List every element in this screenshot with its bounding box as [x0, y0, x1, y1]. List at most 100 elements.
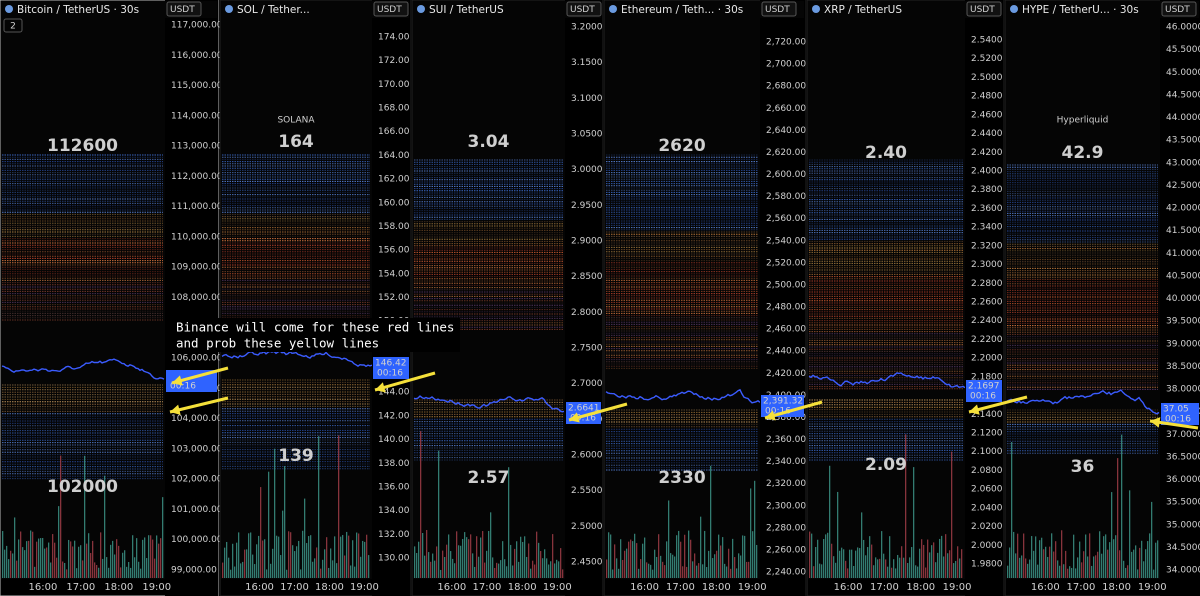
price-tick-label: 113,000.00 [171, 142, 223, 152]
price-tick-label: 2,720.00 [766, 38, 806, 48]
volume-bar [424, 555, 426, 578]
volume-bar [859, 548, 861, 578]
volume-bar [550, 561, 552, 578]
volume-bar [474, 566, 476, 578]
price-tick-label: 36.0000 [1166, 475, 1200, 485]
price-tick-label: 156.00 [378, 246, 410, 256]
chart-panel: 2.5400 2.5200 2.5000 2.4800 2.4600 2.4400 2.42… [806, 0, 1004, 596]
volume-bar [1017, 533, 1019, 578]
volume-bar [360, 556, 362, 578]
currency-label[interactable]: USDT [170, 5, 195, 15]
currency-label[interactable]: USDT [377, 5, 402, 15]
price-tick-label: 2.8500 [571, 272, 603, 282]
volume-bar [234, 566, 236, 578]
volume-bar [949, 550, 951, 578]
volume-bar [58, 506, 60, 578]
arrow-head [172, 375, 183, 386]
currency-label[interactable]: USDT [570, 5, 595, 15]
volume-bar [644, 537, 646, 578]
volume-bar [30, 530, 32, 578]
volume-bar [250, 532, 252, 578]
time-label: 17:00 [66, 582, 95, 593]
volume-bar [744, 535, 746, 578]
volume-bar [486, 550, 488, 578]
symbol-title: HYPE / TetherU... · 30s [1022, 4, 1139, 16]
volume-bar [16, 560, 18, 578]
header-bg [605, 1, 804, 18]
time-label: 18:00 [315, 582, 344, 593]
currency-label[interactable]: USDT [970, 5, 995, 15]
volume-bar [1039, 540, 1041, 578]
price-tick-label: 116,000.00 [171, 51, 223, 61]
price-tick-label: 2.5000 [571, 522, 603, 532]
volume-bar [10, 550, 12, 578]
volume-bar [416, 552, 418, 578]
volume-bar [847, 568, 849, 578]
price-tick-label: 2.4200 [971, 148, 1003, 158]
currency-label[interactable]: USDT [1165, 5, 1190, 15]
price-tick-label: 170.00 [378, 80, 410, 90]
level-label: 2330 [658, 468, 705, 488]
symbol-icon [1010, 5, 1018, 13]
price-tag-value: 2,391.32 [763, 397, 803, 407]
volume-bar [702, 564, 704, 578]
volume-bar [879, 558, 881, 578]
volume-bar [1151, 501, 1153, 578]
arrow-head [375, 382, 386, 393]
volume-bar [348, 535, 350, 578]
volume-bar [12, 553, 14, 578]
currency-label[interactable]: USDT [765, 5, 790, 15]
price-tick-label: 35.0000 [1166, 520, 1200, 530]
volume-bar [130, 567, 132, 578]
volume-bar [1111, 492, 1113, 578]
logo-text: Hyperliquid [1057, 116, 1109, 126]
level-label: 2.57 [468, 468, 510, 488]
price-tick-label: 42.5000 [1166, 181, 1200, 191]
volume-bar [933, 542, 935, 578]
currency-button [566, 1, 602, 17]
volume-bar [122, 552, 124, 578]
volume-bar [628, 541, 630, 578]
time-label: 18:00 [702, 582, 731, 593]
volume-bar [478, 556, 480, 578]
price-tag-value: 37.05 [1163, 405, 1189, 415]
volume-bar [927, 539, 929, 578]
level-label: 3.04 [468, 132, 510, 152]
volume-bar [634, 533, 636, 578]
volume-bar [666, 541, 668, 578]
volume-bar [282, 510, 284, 578]
price-tick-label: 142.00 [378, 411, 410, 421]
volume-bar [929, 552, 931, 578]
volume-bar [911, 547, 913, 578]
volume-bar [64, 562, 66, 578]
volume-bar [813, 566, 815, 578]
volume-bar [302, 530, 304, 578]
volume-bar [1095, 555, 1097, 578]
volume-bar [132, 535, 134, 578]
volume-bar [126, 566, 128, 578]
price-tick-label: 2.2600 [971, 298, 1003, 308]
volume-bar [658, 534, 660, 578]
time-label: 19:00 [350, 582, 379, 593]
price-tick-label: 42.0000 [1166, 204, 1200, 214]
volume-bar [44, 548, 46, 578]
volume-bar [362, 540, 364, 578]
volume-bar [28, 540, 30, 578]
volume-bar [875, 557, 877, 578]
price-tag-timer: 00:16 [765, 407, 791, 417]
price-tick-label: 2,540.00 [766, 236, 806, 246]
time-axis [1006, 579, 1160, 595]
price-tick-label: 103,000.00 [171, 444, 223, 454]
volume-bar [14, 517, 16, 578]
volume-bar [746, 561, 748, 578]
volume-bar [508, 467, 510, 578]
volume-bar [1051, 533, 1053, 578]
volume-bar [837, 491, 839, 578]
price-tick-label: 115,000.00 [171, 81, 223, 91]
volume-bar [522, 541, 524, 578]
volume-bar [32, 531, 34, 578]
volume-bar [464, 532, 466, 578]
time-label: 17:00 [280, 582, 309, 593]
chart-panel: 2,720.00 2,700.00 2,680.00 2,660.00 2,640.00… [603, 0, 806, 596]
volume-bar [861, 512, 863, 578]
